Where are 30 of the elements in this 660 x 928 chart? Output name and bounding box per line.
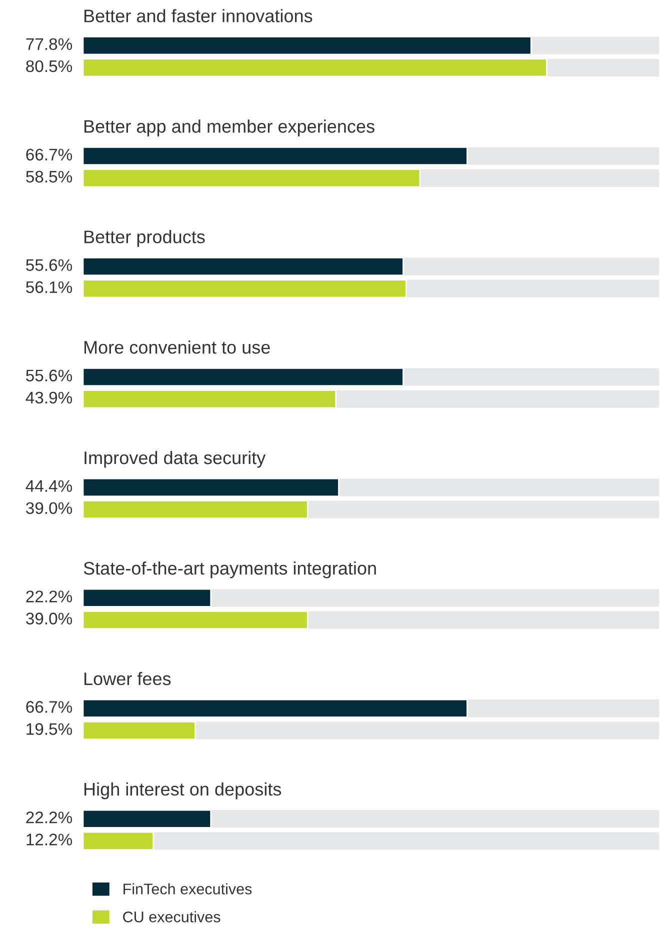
- data-label: 12.2%: [26, 834, 72, 846]
- bar: [83, 831, 154, 850]
- data-label: 66.7%: [26, 148, 72, 161]
- data-label: 66.7%: [26, 701, 72, 713]
- data-label: 77.8%: [26, 38, 72, 50]
- y-tick-label: Better and faster innovations: [84, 9, 312, 22]
- data-label: 19.5%: [26, 723, 72, 735]
- data-label: 58.5%: [26, 170, 72, 183]
- legend-label: CU executives: [123, 911, 220, 922]
- y-tick-label: Improved data security: [84, 450, 266, 468]
- data-label: 44.4%: [26, 480, 72, 492]
- data-label: 39.0%: [26, 612, 72, 624]
- y-tick-label: High interest on deposits: [84, 782, 282, 800]
- bar: [83, 720, 196, 740]
- data-label: 43.9%: [26, 392, 72, 404]
- data-label: 55.6%: [26, 259, 72, 271]
- data-label: 22.2%: [26, 812, 72, 824]
- data-label: 22.2%: [26, 590, 72, 602]
- y-tick-label: Lower fees: [84, 672, 171, 686]
- legend-label: FinTech executives: [124, 883, 252, 894]
- y-tick-label: Better app and member experiences: [84, 120, 374, 136]
- bar: [83, 588, 212, 608]
- data-label: 56.1%: [26, 281, 72, 294]
- y-tick-label: Better products: [84, 230, 205, 247]
- data-label: 55.6%: [26, 370, 72, 382]
- y-tick-label: State-of-the-art payments integration: [84, 561, 376, 578]
- y-tick-label: More convenient to use: [84, 340, 270, 354]
- bar: [83, 809, 212, 828]
- data-label: 80.5%: [26, 60, 72, 72]
- data-label: 39.0%: [26, 502, 72, 514]
